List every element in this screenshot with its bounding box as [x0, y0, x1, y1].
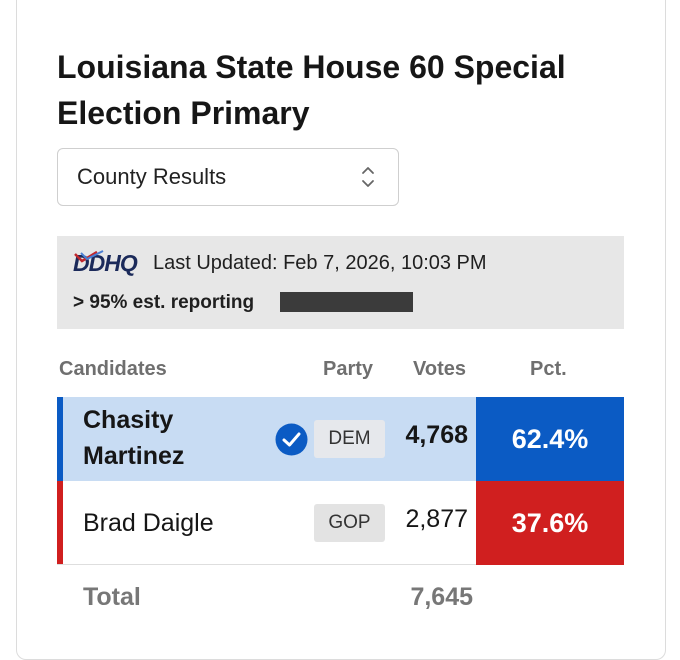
select-value: County Results [77, 164, 227, 189]
candidate-row: Brad Daigle GOP 2,877 37.6% [57, 481, 624, 565]
total-votes: 7,645 [410, 583, 473, 611]
ddhq-logo: DDHQ [73, 250, 138, 276]
reporting-progress-bar [280, 292, 413, 312]
party-color-stripe [57, 481, 63, 564]
status-panel: DDHQ Last Updated: Feb 7, 2026, 10:03 PM… [57, 236, 624, 329]
vote-percentage: 62.4% [476, 397, 624, 481]
party-color-stripe [57, 397, 63, 481]
party-badge: GOP [314, 504, 385, 542]
header-pct: Pct. [530, 358, 567, 380]
chevron-up-down-icon [362, 167, 374, 187]
logo-check-mark-icon [74, 250, 104, 263]
party-badge: DEM [314, 420, 385, 458]
header-party: Party [323, 358, 374, 380]
total-label: Total [83, 583, 141, 611]
results-view-select[interactable]: County Results [57, 148, 399, 206]
reporting-status: > 95% est. reporting [73, 292, 255, 313]
vote-count: 4,768 [405, 421, 468, 449]
last-updated: Last Updated: Feb 7, 2026, 10:03 PM [153, 252, 487, 274]
candidate-name: Brad Daigle [83, 509, 214, 537]
vote-percentage: 37.6% [476, 481, 624, 565]
candidate-row: Chasity Martinez DEM 4,768 62.4% [57, 397, 624, 481]
vote-count: 2,877 [405, 505, 468, 533]
candidate-name: Chasity Martinez [83, 406, 185, 470]
winner-check-icon [275, 423, 308, 456]
page-title: Louisiana State House 60 Special Electio… [57, 49, 566, 131]
header-votes: Votes [413, 358, 466, 380]
header-candidates: Candidates [59, 358, 167, 380]
